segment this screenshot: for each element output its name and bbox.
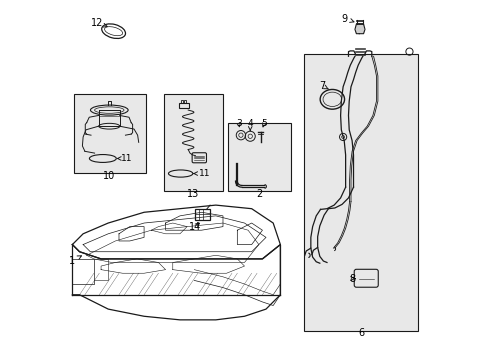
Bar — [228, 123, 290, 191]
Text: 11: 11 — [117, 154, 132, 163]
Text: 8: 8 — [348, 274, 354, 284]
Text: 1: 1 — [69, 256, 81, 266]
Bar — [303, 54, 418, 330]
Text: 6: 6 — [357, 328, 364, 338]
Text: 10: 10 — [102, 171, 115, 181]
Text: 5: 5 — [261, 119, 266, 128]
Text: 2: 2 — [256, 189, 262, 199]
Text: 4: 4 — [247, 119, 252, 131]
Bar — [74, 94, 145, 173]
Bar — [195, 210, 210, 220]
Bar — [179, 103, 189, 108]
Bar — [183, 100, 185, 103]
Text: 11: 11 — [193, 169, 210, 178]
Bar — [180, 100, 183, 103]
Text: 12: 12 — [90, 18, 107, 28]
Text: 14: 14 — [188, 222, 201, 231]
Text: 7: 7 — [319, 81, 328, 91]
Text: 9: 9 — [341, 14, 353, 24]
Bar — [163, 94, 223, 191]
Text: 3: 3 — [235, 119, 241, 128]
Text: 13: 13 — [187, 189, 199, 199]
